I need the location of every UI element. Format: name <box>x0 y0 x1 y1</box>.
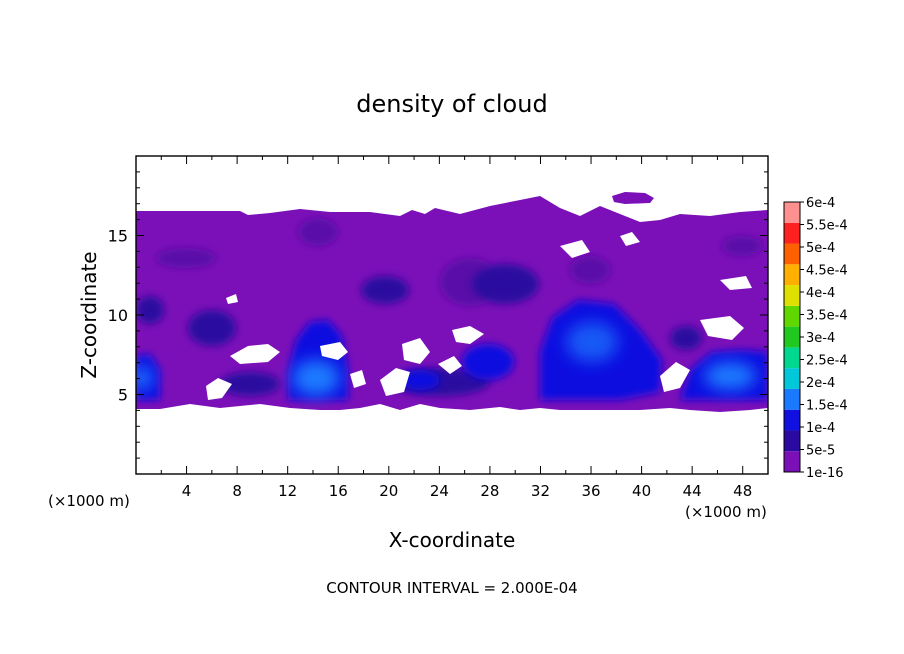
colorbar: 1e-16 5e-5 1e-4 1.5e-4 2e-4 2.5e-4 3e-4 3.5e-4 4… <box>783 196 848 481</box>
clear-holes <box>206 232 752 400</box>
x-tick-label: 28 <box>480 482 499 500</box>
y-tick-label: 10 <box>108 306 128 325</box>
x-unit-right: (×1000 m) <box>685 503 767 521</box>
x-tick-label: 36 <box>581 482 600 500</box>
x-tick-label: 8 <box>232 482 242 500</box>
colorbar-swatch <box>784 430 800 452</box>
contour-interval-footer: CONTOUR INTERVAL = 2.000E-04 <box>326 579 577 597</box>
y-axis-ticks: 5 10 15 <box>108 171 768 459</box>
colorbar-swatch <box>784 409 800 431</box>
colorbar-swatch <box>784 243 800 265</box>
x-unit-left: (×1000 m) <box>48 492 130 510</box>
colorbar-swatch <box>784 285 800 306</box>
colorbar-label: 2.5e-4 <box>806 354 848 369</box>
x-tick-label: 24 <box>430 482 449 500</box>
x-tick-label: 4 <box>182 482 192 500</box>
x-axis-ticks: 4 8 12 16 20 24 28 32 36 40 44 48 <box>160 156 752 500</box>
x-tick-label: 16 <box>329 482 348 500</box>
colorbar-label: 3.5e-4 <box>806 309 848 324</box>
x-tick-label: 32 <box>531 482 550 500</box>
x-axis-label: X-coordinate <box>389 528 516 552</box>
colorbar-swatch <box>784 388 800 410</box>
y-axis-label: Z-coordinate <box>77 251 101 378</box>
colorbar-swatch <box>784 326 800 348</box>
dense-patches <box>136 218 762 396</box>
colorbar-label: 1e-16 <box>806 466 844 481</box>
x-tick-label: 12 <box>278 482 297 500</box>
colorbar-label: 6e-4 <box>806 196 835 211</box>
x-tick-label: 48 <box>733 482 752 500</box>
x-tick-label: 40 <box>632 482 651 500</box>
colorbar-swatch <box>784 451 800 472</box>
colorbar-label: 3e-4 <box>806 331 835 346</box>
colorbar-swatch <box>784 222 800 244</box>
x-tick-label: 20 <box>379 482 398 500</box>
colorbar-swatch <box>784 202 800 223</box>
colorbar-label: 4.5e-4 <box>806 264 848 279</box>
colorbar-swatch <box>784 264 800 286</box>
colorbar-swatch <box>784 305 800 327</box>
x-tick-label: 44 <box>683 482 702 500</box>
colorbar-label: 5e-5 <box>806 444 835 459</box>
cloud-patch <box>612 192 654 204</box>
peak-patches <box>136 322 756 396</box>
colorbar-label: 5.5e-4 <box>806 219 848 234</box>
chart-title: density of cloud <box>356 90 547 118</box>
colorbar-label: 5e-4 <box>806 241 835 256</box>
colorbar-swatch <box>784 347 800 369</box>
colorbar-label: 1e-4 <box>806 421 835 436</box>
colorbar-label: 1.5e-4 <box>806 399 848 414</box>
plot-area <box>136 192 768 412</box>
y-tick-label: 5 <box>118 386 128 405</box>
colorbar-swatch <box>784 368 800 389</box>
y-tick-label: 15 <box>108 227 128 246</box>
colorbar-label: 2e-4 <box>806 376 835 391</box>
colorbar-label: 4e-4 <box>806 286 835 301</box>
